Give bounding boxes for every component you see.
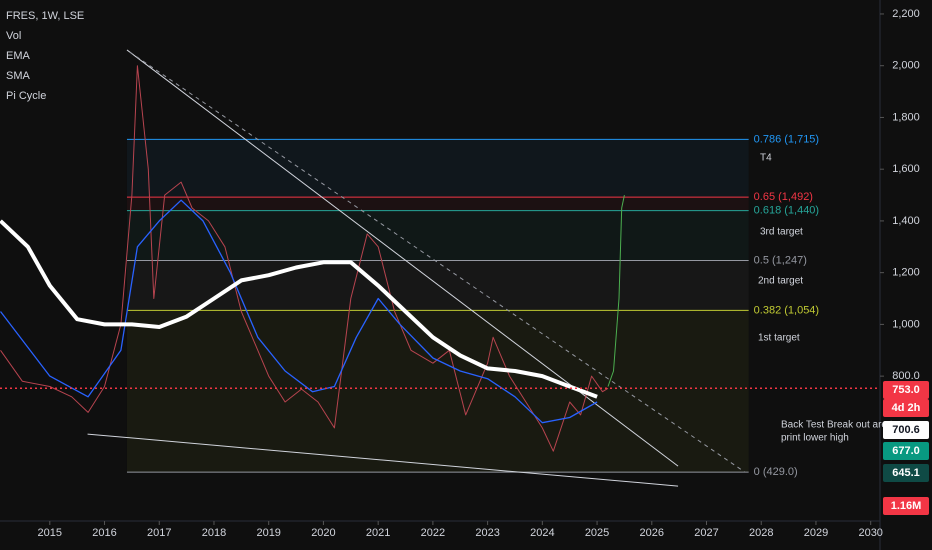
x-tick-label: 2022: [421, 527, 445, 539]
price-tag: 4d 2h: [892, 402, 921, 414]
fib-zone: [126, 139, 749, 198]
annotation: Back Test Break out are to: [781, 420, 899, 431]
indicator-label: SMA: [6, 70, 31, 82]
x-tick-label: 2017: [147, 527, 171, 539]
y-tick-label: 1,800: [892, 111, 920, 123]
x-tick-label: 2018: [202, 527, 226, 539]
price-tag-bg: [883, 442, 929, 460]
fib-label: 0.786 (1,715): [754, 133, 819, 145]
fib-zone: [126, 197, 749, 211]
trendline: [87, 433, 679, 487]
x-tick-label: 2030: [858, 527, 882, 539]
x-tick-label: 2024: [530, 527, 554, 539]
y-tick-label: 1,400: [892, 215, 920, 227]
fib-zone: [126, 310, 749, 473]
price-tag-bg: [883, 421, 929, 439]
x-tick-label: 2021: [366, 527, 390, 539]
x-tick-label: 2029: [804, 527, 828, 539]
annotation: T4: [760, 153, 772, 164]
y-tick-label: 2,000: [892, 60, 920, 72]
fib-label: 0.65 (1,492): [754, 191, 813, 203]
fib-zone: [126, 260, 749, 311]
x-tick-label: 2019: [256, 527, 280, 539]
y-tick-label: 2,200: [892, 8, 920, 20]
x-tick-label: 2023: [475, 527, 499, 539]
y-tick-label: 800.0: [892, 370, 920, 382]
x-tick-label: 2016: [92, 527, 116, 539]
x-tick-label: 2027: [694, 527, 718, 539]
x-tick-label: 2015: [38, 527, 62, 539]
price-tag-bg: [883, 497, 929, 515]
fib-label: 0.618 (1,440): [754, 204, 819, 216]
fib-label: 0 (429.0): [754, 466, 798, 478]
price-tag: 1.16M: [891, 500, 922, 512]
price-tag-bg: [883, 464, 929, 482]
series-line: [0, 65, 609, 452]
series-line: [0, 199, 598, 424]
annotation: print lower high: [781, 433, 849, 444]
indicator-label: Vol: [6, 30, 21, 42]
fib-zone: [126, 210, 749, 261]
annotation: 2nd target: [758, 276, 803, 287]
chart-title: FRES, 1W, LSE: [6, 10, 84, 22]
fib-label: 0.382 (1,054): [754, 304, 819, 316]
x-tick-label: 2026: [640, 527, 664, 539]
y-tick-label: 1,600: [892, 163, 920, 175]
series-line: [607, 194, 625, 387]
price-tag: 677.0: [892, 445, 920, 457]
fib-label: 0.5 (1,247): [754, 254, 807, 266]
annotation: 1st target: [758, 333, 800, 344]
x-tick-label: 2025: [585, 527, 609, 539]
x-tick-label: 2028: [749, 527, 773, 539]
price-tag: 645.1: [892, 467, 920, 479]
price-tag-bg: [883, 381, 929, 399]
y-tick-label: 1,200: [892, 267, 920, 279]
price-tag: 700.6: [892, 424, 920, 436]
indicator-label: Pi Cycle: [6, 90, 46, 102]
indicator-label: EMA: [6, 50, 31, 62]
annotation: 3rd target: [760, 227, 803, 238]
series-line: [0, 219, 598, 399]
x-tick-label: 2020: [311, 527, 335, 539]
price-tag: 753.0: [892, 384, 920, 396]
price-tag-bg: [883, 399, 929, 417]
y-tick-label: 1,000: [892, 318, 920, 330]
